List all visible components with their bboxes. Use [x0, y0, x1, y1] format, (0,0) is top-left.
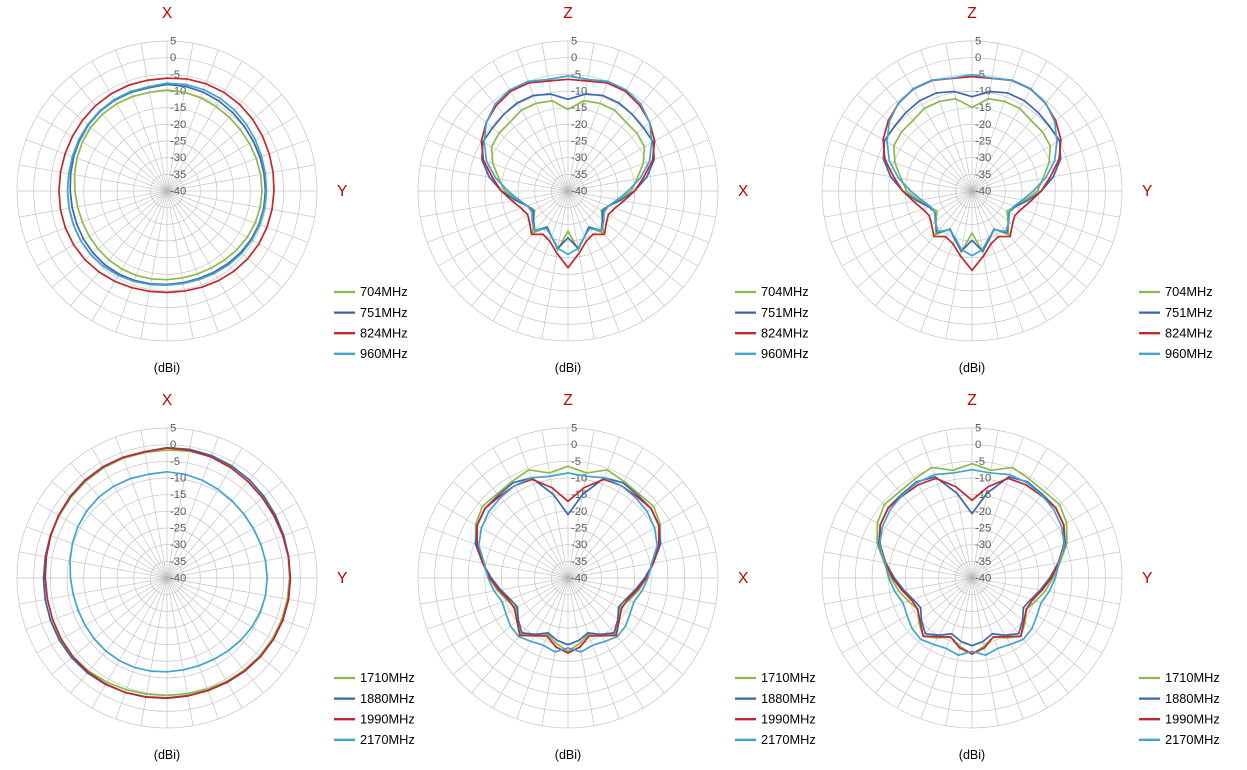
svg-text:751MHz: 751MHz: [1165, 305, 1213, 320]
svg-text:5: 5: [975, 36, 981, 48]
svg-text:751MHz: 751MHz: [761, 305, 809, 320]
svg-text:-40: -40: [975, 186, 991, 198]
svg-text:1710MHz: 1710MHz: [761, 670, 816, 685]
svg-text:Y: Y: [1142, 183, 1152, 200]
svg-text:-35: -35: [170, 556, 186, 568]
svg-text:704MHz: 704MHz: [360, 284, 408, 299]
svg-text:Y: Y: [337, 183, 347, 200]
svg-text:960MHz: 960MHz: [1165, 346, 1213, 361]
svg-text:-35: -35: [571, 556, 587, 568]
svg-text:2170MHz: 2170MHz: [761, 732, 816, 747]
svg-text:-35: -35: [975, 169, 991, 181]
svg-text:-20: -20: [571, 119, 587, 131]
svg-text:-35: -35: [170, 169, 186, 181]
svg-text:X: X: [738, 183, 749, 200]
svg-text:5: 5: [975, 423, 981, 435]
svg-text:(dBi): (dBi): [959, 748, 985, 762]
svg-text:2170MHz: 2170MHz: [360, 732, 415, 747]
svg-text:1710MHz: 1710MHz: [1165, 670, 1220, 685]
svg-text:-15: -15: [170, 102, 186, 114]
svg-text:-40: -40: [170, 573, 186, 585]
svg-text:-40: -40: [571, 573, 587, 585]
svg-text:X: X: [738, 570, 749, 587]
svg-text:0: 0: [975, 52, 981, 64]
svg-text:1990MHz: 1990MHz: [761, 711, 816, 726]
svg-text:704MHz: 704MHz: [761, 284, 809, 299]
svg-text:(dBi): (dBi): [959, 361, 985, 375]
svg-text:-40: -40: [170, 186, 186, 198]
svg-text:-10: -10: [975, 473, 991, 485]
svg-text:X: X: [162, 5, 173, 22]
svg-text:824MHz: 824MHz: [360, 325, 408, 340]
svg-text:5: 5: [571, 36, 577, 48]
svg-text:1990MHz: 1990MHz: [1165, 711, 1220, 726]
svg-text:-25: -25: [170, 523, 186, 535]
svg-text:-25: -25: [975, 136, 991, 148]
svg-text:-20: -20: [975, 119, 991, 131]
svg-text:1710MHz: 1710MHz: [360, 670, 415, 685]
svg-text:(dBi): (dBi): [555, 748, 581, 762]
svg-text:0: 0: [975, 439, 981, 451]
svg-text:5: 5: [170, 36, 176, 48]
svg-text:5: 5: [571, 423, 577, 435]
svg-text:X: X: [162, 392, 173, 409]
svg-text:1880MHz: 1880MHz: [360, 691, 415, 706]
svg-text:1880MHz: 1880MHz: [1165, 691, 1220, 706]
svg-text:1880MHz: 1880MHz: [761, 691, 816, 706]
svg-text:0: 0: [571, 439, 577, 451]
svg-text:(dBi): (dBi): [555, 361, 581, 375]
svg-text:960MHz: 960MHz: [761, 346, 809, 361]
svg-text:-25: -25: [975, 523, 991, 535]
svg-text:0: 0: [170, 52, 176, 64]
svg-text:5: 5: [170, 423, 176, 435]
svg-text:824MHz: 824MHz: [761, 325, 809, 340]
svg-text:(dBi): (dBi): [154, 748, 180, 762]
svg-text:-30: -30: [975, 152, 991, 164]
svg-text:-20: -20: [170, 119, 186, 131]
svg-text:-15: -15: [170, 489, 186, 501]
svg-text:Z: Z: [967, 392, 976, 409]
svg-text:Y: Y: [337, 570, 347, 587]
svg-text:1990MHz: 1990MHz: [360, 711, 415, 726]
svg-text:-25: -25: [571, 136, 587, 148]
svg-text:-5: -5: [170, 456, 180, 468]
svg-text:2170MHz: 2170MHz: [1165, 732, 1220, 747]
svg-text:-25: -25: [170, 136, 186, 148]
svg-text:704MHz: 704MHz: [1165, 284, 1213, 299]
svg-text:960MHz: 960MHz: [360, 346, 408, 361]
svg-text:-20: -20: [170, 506, 186, 518]
svg-text:-40: -40: [571, 186, 587, 198]
svg-text:-25: -25: [571, 523, 587, 535]
svg-text:(dBi): (dBi): [154, 361, 180, 375]
svg-text:824MHz: 824MHz: [1165, 325, 1213, 340]
svg-text:Y: Y: [1142, 570, 1152, 587]
svg-text:Z: Z: [563, 392, 572, 409]
svg-text:0: 0: [571, 52, 577, 64]
svg-text:-30: -30: [170, 539, 186, 551]
svg-text:751MHz: 751MHz: [360, 305, 408, 320]
svg-text:-35: -35: [571, 169, 587, 181]
svg-text:-40: -40: [975, 573, 991, 585]
svg-text:-30: -30: [571, 152, 587, 164]
svg-text:Z: Z: [563, 5, 572, 22]
svg-text:-30: -30: [571, 539, 587, 551]
svg-text:-5: -5: [571, 456, 581, 468]
svg-text:-30: -30: [170, 152, 186, 164]
svg-text:-30: -30: [975, 539, 991, 551]
svg-text:-35: -35: [975, 556, 991, 568]
svg-text:Z: Z: [967, 5, 976, 22]
